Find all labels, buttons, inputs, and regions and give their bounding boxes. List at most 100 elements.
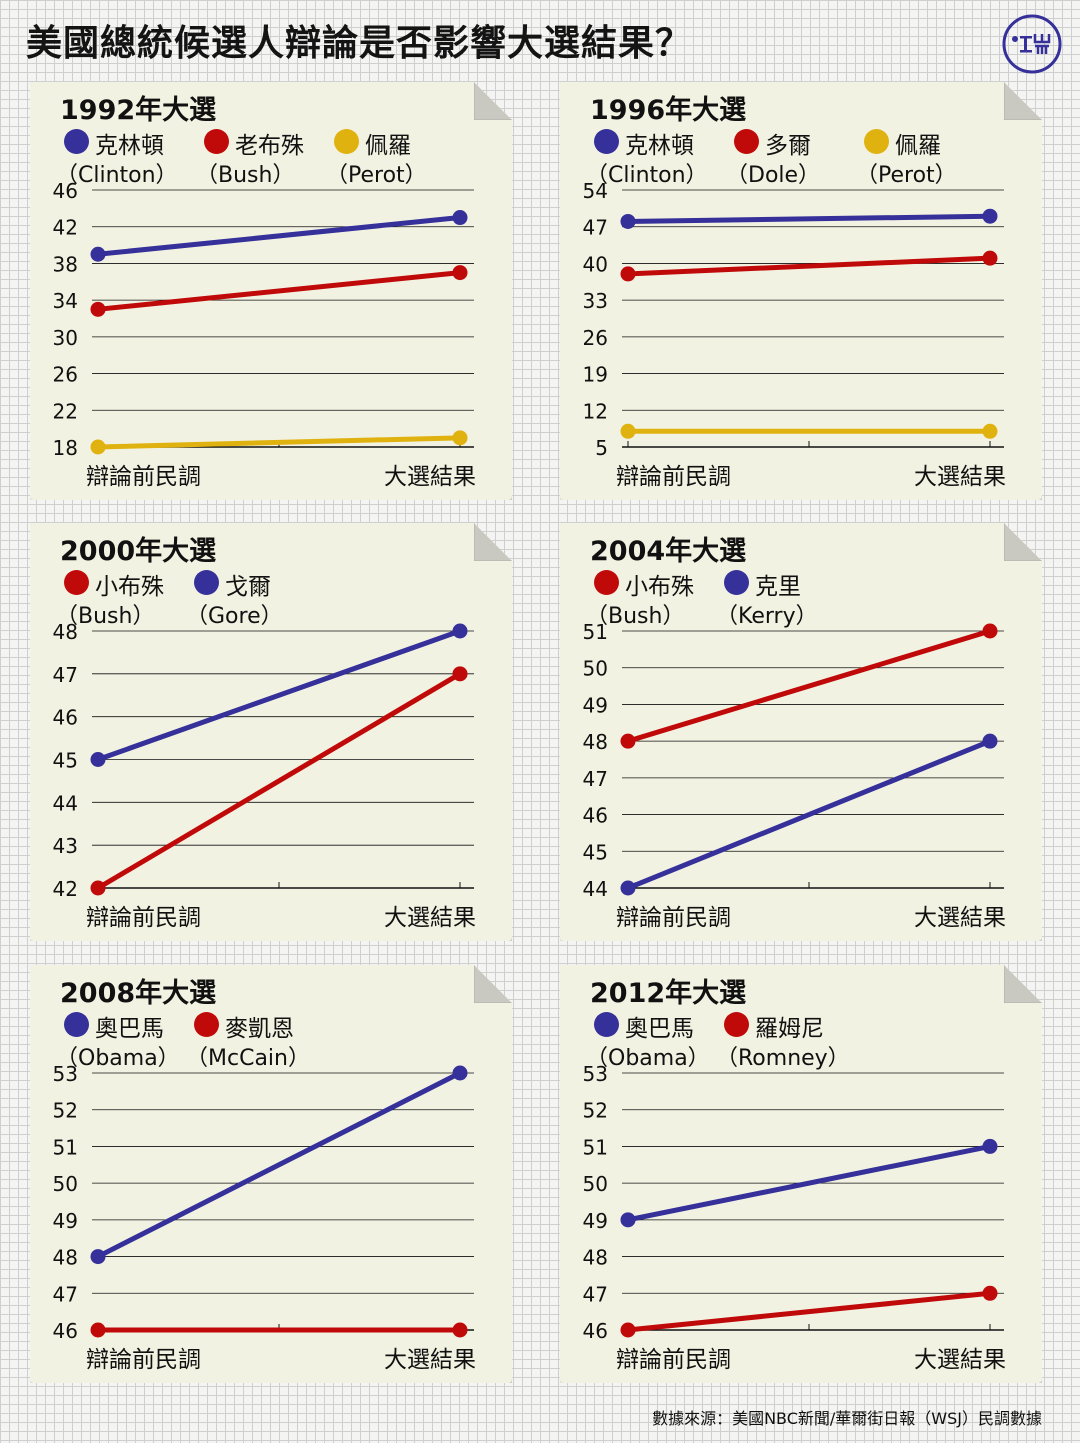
- page-fold-corner: [474, 82, 512, 120]
- line-chart: 46 47 48 49 50 51 52 53 辯論前民調 大選結果: [53, 1062, 476, 1373]
- data-point: [90, 246, 106, 262]
- legend-sublabel: （Romney）: [716, 1046, 850, 1071]
- legend-label: 小布殊: [95, 574, 164, 600]
- page-title: 美國總統候選人辯論是否影響大選結果？: [26, 22, 693, 64]
- data-point: [620, 1212, 636, 1228]
- x-tick-label: 大選結果: [914, 905, 1006, 931]
- y-tick-label: 48: [583, 730, 608, 754]
- page-fold-corner: [474, 523, 512, 561]
- legend-label: 羅姆尼: [755, 1016, 824, 1042]
- y-tick-label: 33: [583, 289, 608, 313]
- y-tick-label: 48: [583, 1246, 608, 1270]
- legend-label: 老布殊: [235, 133, 304, 159]
- data-point: [620, 213, 636, 229]
- y-tick-label: 52: [583, 1099, 608, 1123]
- line-chart: 5 12 19 26 33 40 47 54 辯論前民調 大選結果: [583, 179, 1006, 490]
- chart-panel: 1996年大選 克林頓 （Clinton） 多爾 （Dole） 佩羅 （Perot） 5 12 1…: [560, 82, 1042, 500]
- legend-label: 克林頓: [95, 133, 164, 159]
- data-point: [982, 250, 998, 266]
- y-tick-label: 47: [583, 1282, 608, 1306]
- y-tick-label: 52: [53, 1099, 78, 1123]
- data-point: [620, 880, 636, 896]
- data-point: [452, 1322, 468, 1338]
- legend-swatch: [594, 570, 619, 595]
- x-tick-label: 辯論前民調: [616, 1347, 731, 1373]
- x-tick-label: 大選結果: [914, 1347, 1006, 1373]
- data-point: [452, 210, 468, 226]
- legend-swatch: [204, 129, 229, 154]
- series-line: [625, 255, 993, 277]
- page-fold-corner: [1004, 523, 1042, 561]
- chart-title: 2008年大選: [60, 978, 217, 1009]
- legend-label: 克里: [755, 574, 801, 600]
- y-tick-label: 42: [53, 216, 78, 240]
- chart-title: 2012年大選: [590, 978, 747, 1009]
- y-tick-label: 48: [53, 1246, 78, 1270]
- y-tick-label: 34: [53, 289, 78, 313]
- legend-sublabel: （Perot）: [326, 163, 427, 188]
- series-line: [625, 1143, 993, 1223]
- y-tick-label: 51: [583, 620, 608, 644]
- y-tick-label: 48: [53, 620, 78, 644]
- x-tick-label: 大選結果: [914, 464, 1006, 490]
- chart-panel: 2000年大選 小布殊 （Bush） 戈爾 （Gore） 42 43 44 45 46 47 48 辯論…: [30, 523, 512, 941]
- x-tick-label: 辯論前民調: [86, 1347, 201, 1373]
- page-fold-corner: [474, 965, 512, 1003]
- y-tick-label: 26: [53, 363, 78, 387]
- legend-sublabel: （Bush）: [586, 604, 685, 629]
- data-point: [452, 666, 468, 682]
- y-tick-label: 26: [583, 326, 608, 350]
- y-tick-label: 47: [583, 767, 608, 791]
- data-point: [90, 752, 106, 767]
- data-point: [452, 430, 468, 446]
- y-tick-label: 30: [53, 326, 78, 350]
- source-note: 數據來源：美國NBC新聞/華爾街日報（WSJ）民調數據: [652, 1409, 1042, 1428]
- x-tick-label: 辯論前民調: [616, 905, 731, 931]
- y-tick-label: 54: [583, 179, 608, 203]
- series-line: [95, 628, 463, 762]
- x-tick-label: 大選結果: [384, 905, 476, 931]
- data-point: [90, 439, 106, 455]
- legend-sublabel: （Perot）: [856, 163, 957, 188]
- legend-sublabel: （Gore）: [186, 604, 283, 629]
- legend-sublabel: （Kerry）: [716, 604, 818, 629]
- y-tick-label: 51: [583, 1135, 608, 1159]
- data-point: [90, 880, 106, 896]
- data-point: [982, 623, 998, 639]
- series-line: [95, 270, 463, 312]
- y-tick-label: 44: [583, 877, 608, 901]
- series-line: [625, 628, 993, 744]
- data-point: [90, 1322, 106, 1338]
- legend-swatch: [64, 129, 89, 154]
- legend-label: 奧巴馬: [95, 1016, 164, 1042]
- line-chart: 46 47 48 49 50 51 52 53 辯論前民調 大選結果: [583, 1062, 1006, 1373]
- x-tick-label: 大選結果: [384, 1347, 476, 1373]
- legend-swatch: [334, 129, 359, 154]
- y-tick-label: 38: [53, 252, 78, 276]
- y-tick-label: 12: [583, 399, 608, 423]
- series-line: [95, 671, 463, 891]
- legend-swatch: [194, 570, 219, 595]
- chart-title: 1992年大選: [60, 95, 217, 126]
- legend-swatch: [724, 570, 749, 595]
- y-tick-label: 50: [583, 1172, 608, 1196]
- y-tick-label: 19: [583, 363, 608, 387]
- page-fold-corner: [1004, 82, 1042, 120]
- data-point: [982, 1285, 998, 1301]
- legend-swatch: [64, 570, 89, 595]
- y-tick-label: 40: [583, 252, 608, 276]
- chart-title: 1996年大選: [590, 95, 747, 126]
- legend-label: 佩羅: [895, 133, 941, 159]
- legend-swatch: [594, 1012, 619, 1037]
- y-tick-label: 46: [583, 804, 608, 828]
- series-line: [95, 215, 463, 257]
- y-tick-label: 18: [53, 436, 78, 460]
- legend-sublabel: （Dole）: [726, 163, 821, 188]
- y-tick-label: 53: [583, 1062, 608, 1086]
- legend-label: 小布殊: [625, 574, 694, 600]
- y-tick-label: 50: [583, 657, 608, 681]
- y-tick-label: 51: [53, 1135, 78, 1159]
- line-chart: 18 22 26 30 34 38 42 46 辯論前民調 大選結果: [53, 179, 476, 490]
- series-line: [625, 1290, 993, 1333]
- legend-swatch: [594, 129, 619, 154]
